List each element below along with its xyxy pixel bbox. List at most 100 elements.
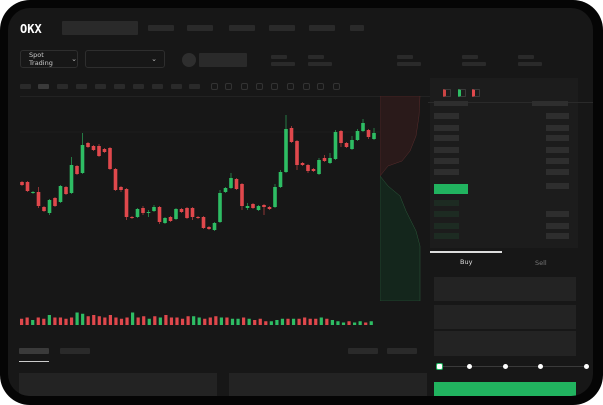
volume-bar <box>275 320 279 325</box>
candle-body <box>355 131 360 140</box>
search-bar[interactable] <box>62 21 138 35</box>
okx-logo[interactable]: OKX <box>20 22 42 36</box>
volume-bar <box>214 316 218 325</box>
ask-price <box>434 125 459 131</box>
volume-bar <box>336 321 340 325</box>
market-type-select[interactable]: Spot Trading ⌄ <box>20 50 78 68</box>
candle-body <box>284 129 288 172</box>
tab-order-history[interactable] <box>60 348 90 354</box>
settings-icon[interactable] <box>317 83 324 90</box>
volume-bar <box>153 316 157 325</box>
chevron-down-icon[interactable] <box>256 83 263 90</box>
volume-bar <box>264 321 268 325</box>
indicator-icon[interactable] <box>211 83 218 90</box>
ask-size <box>546 147 569 153</box>
candle-body <box>201 217 206 228</box>
timeframe-button[interactable] <box>20 84 31 89</box>
bid-depth-area <box>380 175 421 301</box>
mid-price <box>434 184 468 194</box>
bids-only-icon[interactable] <box>458 89 466 97</box>
draw-icon[interactable] <box>287 83 294 90</box>
ask-price <box>434 169 459 175</box>
nav-item[interactable] <box>148 25 174 31</box>
nav-item[interactable] <box>309 25 335 31</box>
nav-item[interactable] <box>229 25 255 31</box>
slider-stop[interactable] <box>538 364 543 369</box>
candle-body <box>289 128 294 142</box>
timeframe-button[interactable] <box>114 84 125 89</box>
ask-depth-area <box>380 96 421 177</box>
volume-bar <box>280 318 285 325</box>
slider-stop[interactable] <box>584 364 589 369</box>
candle-type-icon[interactable] <box>241 83 248 90</box>
nav-item[interactable] <box>187 25 213 31</box>
slider-stop[interactable] <box>467 364 472 369</box>
fullscreen-icon[interactable] <box>333 83 340 90</box>
timeframe-button[interactable] <box>38 84 49 89</box>
volume-bar <box>125 317 129 325</box>
bid-size <box>546 233 569 239</box>
column-header <box>532 101 568 106</box>
candle-body <box>135 209 140 217</box>
candle-body <box>251 204 255 208</box>
slider-handle[interactable] <box>436 363 443 370</box>
bid-size <box>546 211 569 217</box>
total-input[interactable] <box>434 331 576 356</box>
volume-bar <box>142 316 146 325</box>
line-icon[interactable] <box>271 83 278 90</box>
coin-icon <box>182 53 196 67</box>
candle-body <box>69 165 74 193</box>
volume-bar <box>180 318 185 325</box>
timeframe-button[interactable] <box>171 84 182 89</box>
candle-body <box>168 217 173 221</box>
candle-body <box>350 140 354 149</box>
stat-value <box>397 62 421 66</box>
order-card <box>229 373 427 396</box>
candlestick-chart[interactable] <box>8 8 593 396</box>
chevron-down-icon[interactable] <box>225 83 232 90</box>
timeframe-button[interactable] <box>95 84 106 89</box>
candle-body <box>372 133 376 139</box>
filter-button[interactable] <box>348 348 378 354</box>
nav-item[interactable] <box>269 25 295 31</box>
filter-button[interactable] <box>387 348 417 354</box>
timeframe-button[interactable] <box>189 84 200 89</box>
camera-icon[interactable] <box>303 83 310 90</box>
volume-bar <box>114 317 118 325</box>
amount-slider[interactable] <box>440 366 588 367</box>
stat-value <box>271 62 295 66</box>
stat-value <box>518 62 542 66</box>
buy-button[interactable] <box>434 382 576 396</box>
stat-label <box>308 55 324 59</box>
ask-price <box>434 158 459 164</box>
volume-bar <box>192 316 196 325</box>
tab-buy[interactable]: Buy <box>460 258 473 266</box>
candle-body <box>273 187 277 207</box>
slider-stop[interactable] <box>503 364 508 369</box>
volume-bar <box>314 318 318 325</box>
timeframe-button[interactable] <box>57 84 68 89</box>
candle-body <box>157 207 162 222</box>
tab-sell[interactable]: Sell <box>535 259 547 267</box>
candle-body <box>190 208 195 217</box>
timeframe-button[interactable] <box>133 84 144 89</box>
bid-price <box>434 233 459 239</box>
volume-bar <box>108 315 112 325</box>
tab-open-orders[interactable] <box>19 348 49 354</box>
candle-body <box>295 141 299 165</box>
timeframe-button[interactable] <box>152 84 163 89</box>
timeframe-button[interactable] <box>76 84 87 89</box>
amount-input[interactable] <box>434 305 576 329</box>
pair-select[interactable]: ⌄ <box>85 50 165 68</box>
ask-size <box>546 169 569 175</box>
volume-bar <box>131 312 135 325</box>
volume-bar <box>347 321 351 325</box>
asks-only-icon[interactable] <box>472 89 480 97</box>
nav-item[interactable] <box>350 25 364 31</box>
both-sides-icon[interactable] <box>443 89 451 97</box>
volume-bar <box>319 317 323 325</box>
candle-body <box>234 179 239 189</box>
volume-bar <box>303 317 307 325</box>
price-input[interactable] <box>434 277 576 301</box>
